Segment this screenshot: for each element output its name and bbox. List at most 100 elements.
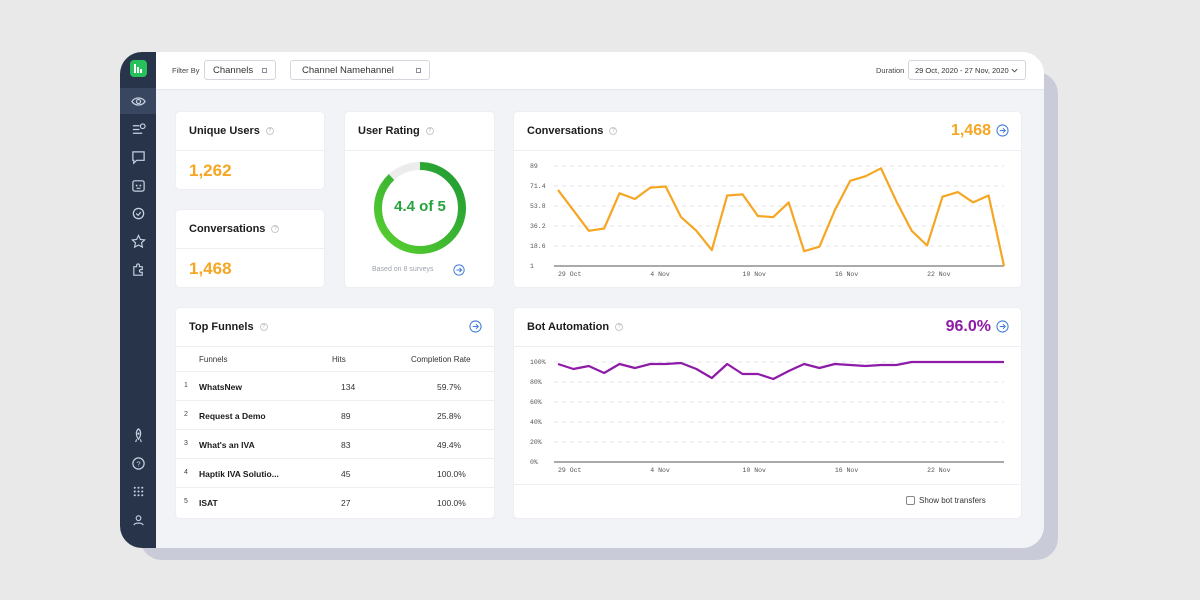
column-header-completion-rate: Completion Rate: [411, 355, 471, 364]
funnel-hits: 27: [341, 498, 351, 508]
funnel-name: What's an IVA: [199, 440, 255, 450]
row-index: 4: [184, 469, 188, 476]
show-bot-transfers-checkbox[interactable]: [906, 496, 915, 505]
info-icon[interactable]: ?: [425, 127, 434, 135]
duration-select[interactable]: 29 Oct, 2020 - 27 Nov, 2020: [908, 60, 1026, 80]
bot-automation-total: 96.0%: [945, 318, 991, 335]
logo-bars-icon: [134, 64, 143, 73]
info-icon[interactable]: ?: [609, 127, 618, 135]
arrow-right-circle-icon[interactable]: [453, 264, 465, 276]
x-tick-label: 16 Nov: [835, 271, 859, 278]
arrow-right-circle-icon[interactable]: [469, 320, 482, 333]
funnel-completion-rate: 100.0%: [437, 469, 466, 479]
funnel-name: WhatsNew: [199, 382, 242, 392]
x-tick-label: 22 Nov: [927, 467, 951, 474]
bot-automation-card: Bot Automation ? 96.0% 100% 80% 60% 40% 20% 0…: [514, 308, 1021, 518]
nav-launch[interactable]: [120, 422, 156, 448]
user-rating-card: User Rating ? 4.4 of 5 Based on 8 survey…: [345, 112, 494, 287]
y-tick-label: 100%: [530, 359, 546, 366]
x-tick-label: 29 Oct: [558, 467, 582, 474]
y-tick-label: 80%: [530, 379, 542, 386]
funnel-completion-rate: 59.7%: [437, 382, 462, 392]
y-tick-label: 36.2: [530, 223, 546, 230]
conversations-summary-title-text: Conversations: [189, 223, 266, 235]
y-tick-label: 53.8: [530, 203, 546, 210]
eye-icon: [130, 96, 146, 106]
y-tick-label: 71.4: [530, 183, 546, 190]
show-bot-transfers-label: Show bot transfers: [919, 496, 986, 505]
top-funnels-card: Top Funnels ? Funnels Hits Completion Ra…: [176, 308, 494, 518]
funnel-hits: 89: [341, 411, 351, 421]
check-circle-icon: [132, 207, 144, 219]
unique-users-card: Unique Users ? 1,262: [176, 112, 324, 189]
conversations-summary-card: Conversations ? 1,468: [176, 210, 324, 287]
info-icon[interactable]: ?: [615, 323, 624, 331]
bot-automation-title: Bot Automation ?: [527, 321, 624, 333]
info-icon[interactable]: ?: [271, 225, 280, 233]
nav-integrations[interactable]: [120, 256, 156, 282]
info-icon[interactable]: ?: [259, 323, 268, 331]
svg-text:?: ?: [136, 459, 140, 468]
sidebar: ?: [120, 52, 156, 548]
table-row[interactable]: 2 Request a Demo 89 25.8%: [176, 400, 494, 429]
funnel-completion-rate: 49.4%: [437, 440, 462, 450]
nav-favorites[interactable]: [120, 228, 156, 254]
bot-face-icon: [131, 179, 145, 192]
duration-label: Duration: [876, 66, 905, 75]
chat-icon: [131, 150, 145, 165]
puzzle-icon: [132, 262, 143, 276]
rocket-icon: [134, 427, 142, 442]
card-divider: [176, 346, 494, 347]
funnel-name: ISAT: [199, 498, 218, 508]
row-index: 1: [184, 382, 188, 389]
nav-profile[interactable]: [120, 507, 156, 533]
row-index: 2: [184, 411, 188, 418]
app-window: ? Filter By Channels Channel Namehannel: [120, 52, 1044, 548]
conversations-chart-title-text: Conversations: [527, 125, 604, 137]
series-line: [557, 167, 1006, 267]
nav-help[interactable]: ?: [120, 450, 156, 476]
arrow-right-circle-icon[interactable]: [996, 124, 1009, 137]
bot-automation-line-chart: 100% 80% 60% 40% 20% 0% 29 Oct 4 Nov 10 Nov 16 No…: [530, 359, 1004, 474]
table-row[interactable]: 4 Haptik IVA Solutio... 45 100.0%: [176, 458, 494, 487]
based-on-surveys: Based on 8 surveys: [372, 266, 434, 273]
arrow-right-circle-icon[interactable]: [996, 320, 1009, 333]
nav-analytics[interactable]: [120, 88, 156, 114]
x-tick-label: 10 Nov: [743, 467, 767, 474]
unique-users-value: 1,262: [189, 161, 232, 180]
app-logo[interactable]: [130, 60, 147, 77]
funnel-hits: 83: [341, 440, 351, 450]
y-tick-label: 89: [530, 163, 538, 170]
user-rating-title: User Rating ?: [358, 125, 434, 137]
funnel-hits: 45: [341, 469, 351, 479]
nav-conversations[interactable]: [120, 144, 156, 170]
help-icon: ?: [131, 456, 145, 470]
funnel-name: Haptik IVA Solutio...: [199, 469, 279, 479]
nav-tasks[interactable]: [120, 116, 156, 142]
nav-bots[interactable]: [120, 172, 156, 198]
info-icon[interactable]: ?: [265, 127, 274, 135]
channel-name-select[interactable]: Channel Namehannel: [290, 60, 430, 80]
funnel-name: Request a Demo: [199, 411, 266, 421]
card-divider: [514, 346, 1021, 347]
nav-apps[interactable]: [120, 478, 156, 504]
channels-select-value: Channels: [213, 64, 254, 76]
top-funnels-title: Top Funnels ?: [189, 321, 268, 333]
nav-checks[interactable]: [120, 200, 156, 226]
conversations-line-chart: 89 71.4 53.8 36.2 18.6 1 29 Oct 4 Nov 10 Nov 16 N…: [530, 163, 1006, 278]
table-row[interactable]: 1 WhatsNew 134 59.7%: [176, 371, 494, 400]
funnel-completion-rate: 25.8%: [437, 411, 462, 421]
column-header-hits: Hits: [332, 355, 346, 364]
table-row[interactable]: 3 What's an IVA 83 49.4%: [176, 429, 494, 458]
x-tick-label: 4 Nov: [650, 271, 670, 278]
top-funnels-title-text: Top Funnels: [189, 321, 254, 333]
conversations-summary-value: 1,468: [189, 259, 232, 278]
channels-select[interactable]: Channels: [204, 60, 276, 80]
x-tick-label: 29 Oct: [558, 271, 582, 278]
channel-name-select-value: Channel Namehannel: [302, 64, 394, 76]
table-row[interactable]: 5 ISAT 27 100.0%: [176, 487, 494, 516]
x-tick-label: 22 Nov: [927, 271, 951, 278]
card-divider: [514, 484, 1021, 485]
user-icon: [132, 514, 144, 525]
conversations-summary-title: Conversations ?: [189, 223, 280, 235]
